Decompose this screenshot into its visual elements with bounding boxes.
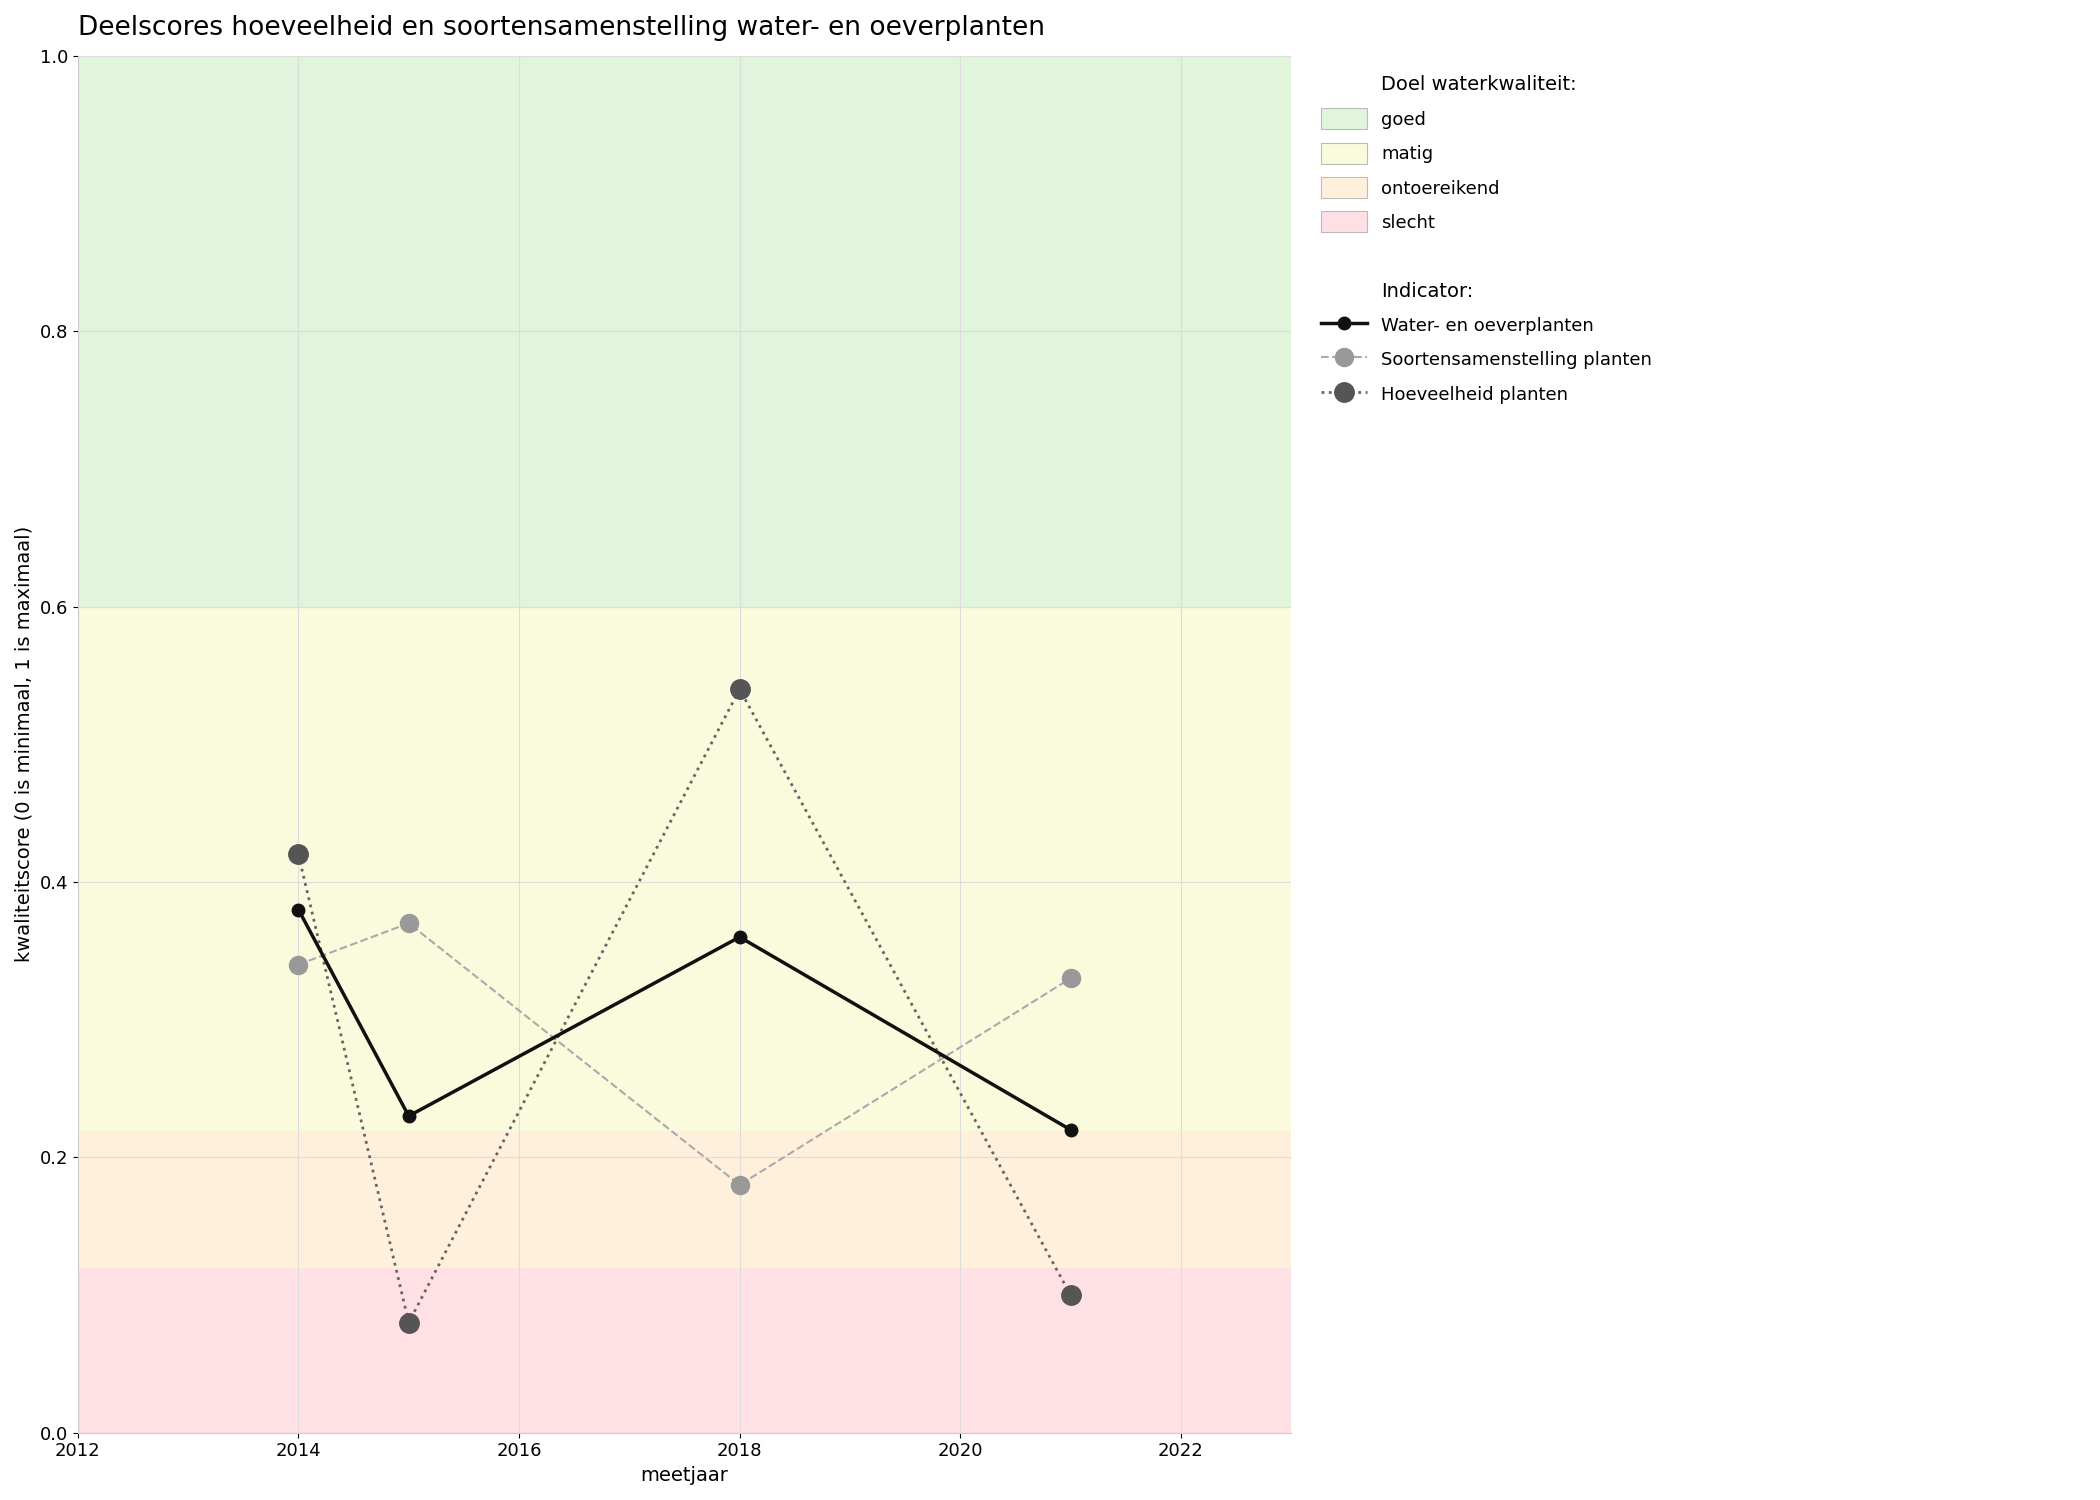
X-axis label: meetjaar: meetjaar [640, 1466, 729, 1485]
Bar [78, 56, 1292, 606]
Bar [78, 1130, 1292, 1268]
Y-axis label: kwaliteitscore (0 is minimaal, 1 is maximaal): kwaliteitscore (0 is minimaal, 1 is maxi… [15, 526, 34, 963]
Legend: Doel waterkwaliteit:, goed, matig, ontoereikend, slecht, , Indicator:, Water- en: Doel waterkwaliteit:, goed, matig, ontoe… [1312, 64, 1661, 414]
Bar [78, 1268, 1292, 1432]
Text: Deelscores hoeveelheid en soortensamenstelling water- en oeverplanten: Deelscores hoeveelheid en soortensamenst… [78, 15, 1046, 40]
Bar [78, 606, 1292, 1130]
